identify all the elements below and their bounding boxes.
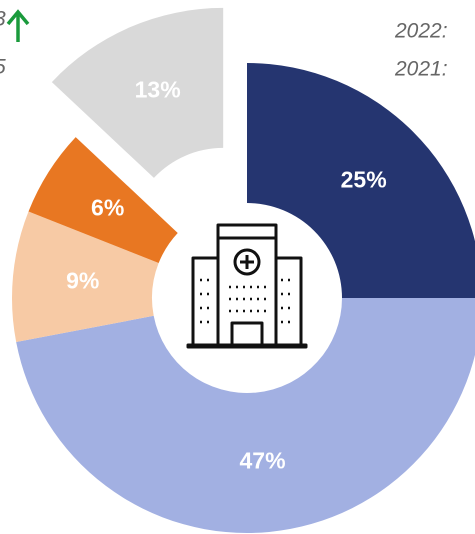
- slice: [16, 298, 475, 533]
- annotation: 2021:: [394, 58, 448, 81]
- annotation: 2022:: [394, 20, 448, 43]
- slice: [11, 211, 159, 343]
- slice-label: 6%: [91, 195, 124, 221]
- up-arrow: [6, 9, 30, 42]
- slice: [51, 7, 224, 178]
- slice: [28, 137, 178, 264]
- slice-label: 9%: [66, 268, 99, 294]
- annotation: 3: [0, 8, 6, 31]
- slice: [247, 63, 475, 298]
- slice-labels: 25% 47% 9% 6% 13%: [66, 77, 387, 474]
- slice-label: 13%: [135, 77, 181, 103]
- donut: [11, 7, 475, 533]
- slice-label: 47%: [240, 447, 286, 473]
- slice-label: 25%: [341, 166, 387, 192]
- hospital-icon: [186, 223, 308, 349]
- annotation: 5: [0, 56, 6, 79]
